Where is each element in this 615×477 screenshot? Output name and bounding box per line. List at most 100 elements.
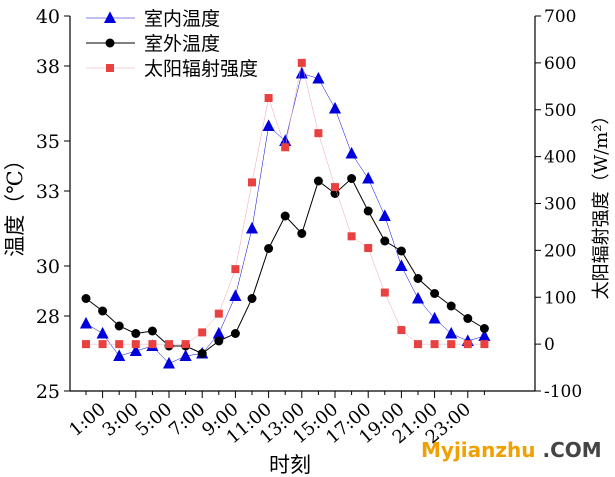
data-point <box>430 340 439 349</box>
data-point <box>297 58 306 67</box>
data-point <box>313 176 323 186</box>
watermark-logo: Myjianzhu .COM <box>421 438 602 462</box>
data-point <box>113 349 126 361</box>
data-point <box>147 326 157 336</box>
data-point <box>281 143 290 152</box>
left-tick-label: 33 <box>36 181 60 203</box>
data-point <box>463 314 473 323</box>
data-point <box>345 146 358 159</box>
data-point <box>247 294 257 303</box>
data-point <box>395 259 408 271</box>
legend-label: 室内温度 <box>144 8 220 30</box>
data-point <box>248 178 256 187</box>
data-point <box>363 206 373 216</box>
right-tick-label: 300 <box>544 195 576 215</box>
data-point <box>81 294 91 303</box>
left-tick-label: 35 <box>36 131 60 153</box>
data-point <box>397 326 406 335</box>
data-point <box>378 209 391 221</box>
data-point <box>330 189 340 198</box>
data-point <box>96 326 109 339</box>
x-axis-label: 时刻 <box>269 453 311 477</box>
data-point <box>231 265 240 274</box>
right-tick-label: 700 <box>544 7 576 27</box>
series-line <box>86 62 485 345</box>
legend-label: 室外温度 <box>144 33 220 55</box>
data-point <box>364 244 373 253</box>
data-point <box>328 101 342 114</box>
left-tick-label: 38 <box>36 56 60 78</box>
data-point <box>230 329 240 338</box>
right-tick-label: 100 <box>544 288 576 308</box>
data-point <box>396 246 406 256</box>
data-point <box>214 336 224 346</box>
data-point <box>380 236 390 246</box>
right-tick-label: 200 <box>544 241 576 261</box>
data-point <box>414 340 422 349</box>
y-axis-label-left: 温度（℃） <box>3 149 27 257</box>
series-3 <box>82 58 489 349</box>
y-axis-label-right: 太阳辐射强度（W/m²） <box>591 107 612 300</box>
data-point <box>262 119 275 131</box>
data-point <box>413 274 423 283</box>
data-point <box>280 211 290 221</box>
right-tick-label: -100 <box>544 382 582 402</box>
data-point <box>82 340 90 349</box>
data-point <box>131 329 141 338</box>
series-2 <box>81 174 489 358</box>
data-point <box>445 326 458 339</box>
right-tick-label: 600 <box>544 54 576 74</box>
data-point <box>181 340 190 349</box>
data-point <box>331 183 339 192</box>
data-point <box>162 356 176 369</box>
data-point <box>463 340 472 349</box>
legend-marker <box>105 38 115 48</box>
data-point <box>197 349 207 358</box>
left-tick-label: 40 <box>36 6 60 28</box>
data-point <box>347 174 357 183</box>
data-point <box>480 340 489 349</box>
data-point <box>314 129 323 138</box>
watermark-part-2: .COM <box>535 438 602 462</box>
right-axis-ticks: -100 0 100 200 300 400 500 600 700 <box>535 7 582 402</box>
data-point <box>198 328 207 337</box>
series-line <box>85 177 485 355</box>
right-tick-label: 0 <box>544 335 555 355</box>
data-point <box>295 66 308 79</box>
data-point <box>430 289 440 298</box>
right-tick-label: 500 <box>544 101 576 121</box>
data-point <box>148 340 157 349</box>
data-point <box>98 306 108 316</box>
data-point <box>411 291 425 304</box>
data-point <box>129 344 142 356</box>
data-point <box>479 324 489 333</box>
legend-marker <box>103 11 117 23</box>
data-point <box>131 340 140 349</box>
data-point <box>447 340 456 349</box>
data-point <box>115 340 124 349</box>
data-point <box>79 316 93 329</box>
data-point <box>362 171 375 184</box>
data-point <box>279 134 292 146</box>
left-tick-label: 25 <box>36 381 60 403</box>
data-point <box>446 301 456 311</box>
data-point <box>179 349 192 361</box>
data-point <box>264 94 273 103</box>
data-point <box>380 288 389 297</box>
data-point <box>347 232 356 241</box>
left-axis-ticks: 25 28 30 33 35 38 40 <box>36 6 70 403</box>
data-point <box>312 71 325 84</box>
data-point <box>114 321 124 331</box>
left-tick-label: 28 <box>36 306 60 328</box>
data-point <box>478 329 491 341</box>
data-point <box>428 311 441 324</box>
left-tick-label: 30 <box>36 256 60 278</box>
data-point <box>165 340 173 349</box>
data-point <box>98 340 107 349</box>
series-layer <box>79 58 491 369</box>
legend-marker <box>106 64 114 72</box>
data-point <box>297 229 307 238</box>
data-point <box>212 326 225 339</box>
